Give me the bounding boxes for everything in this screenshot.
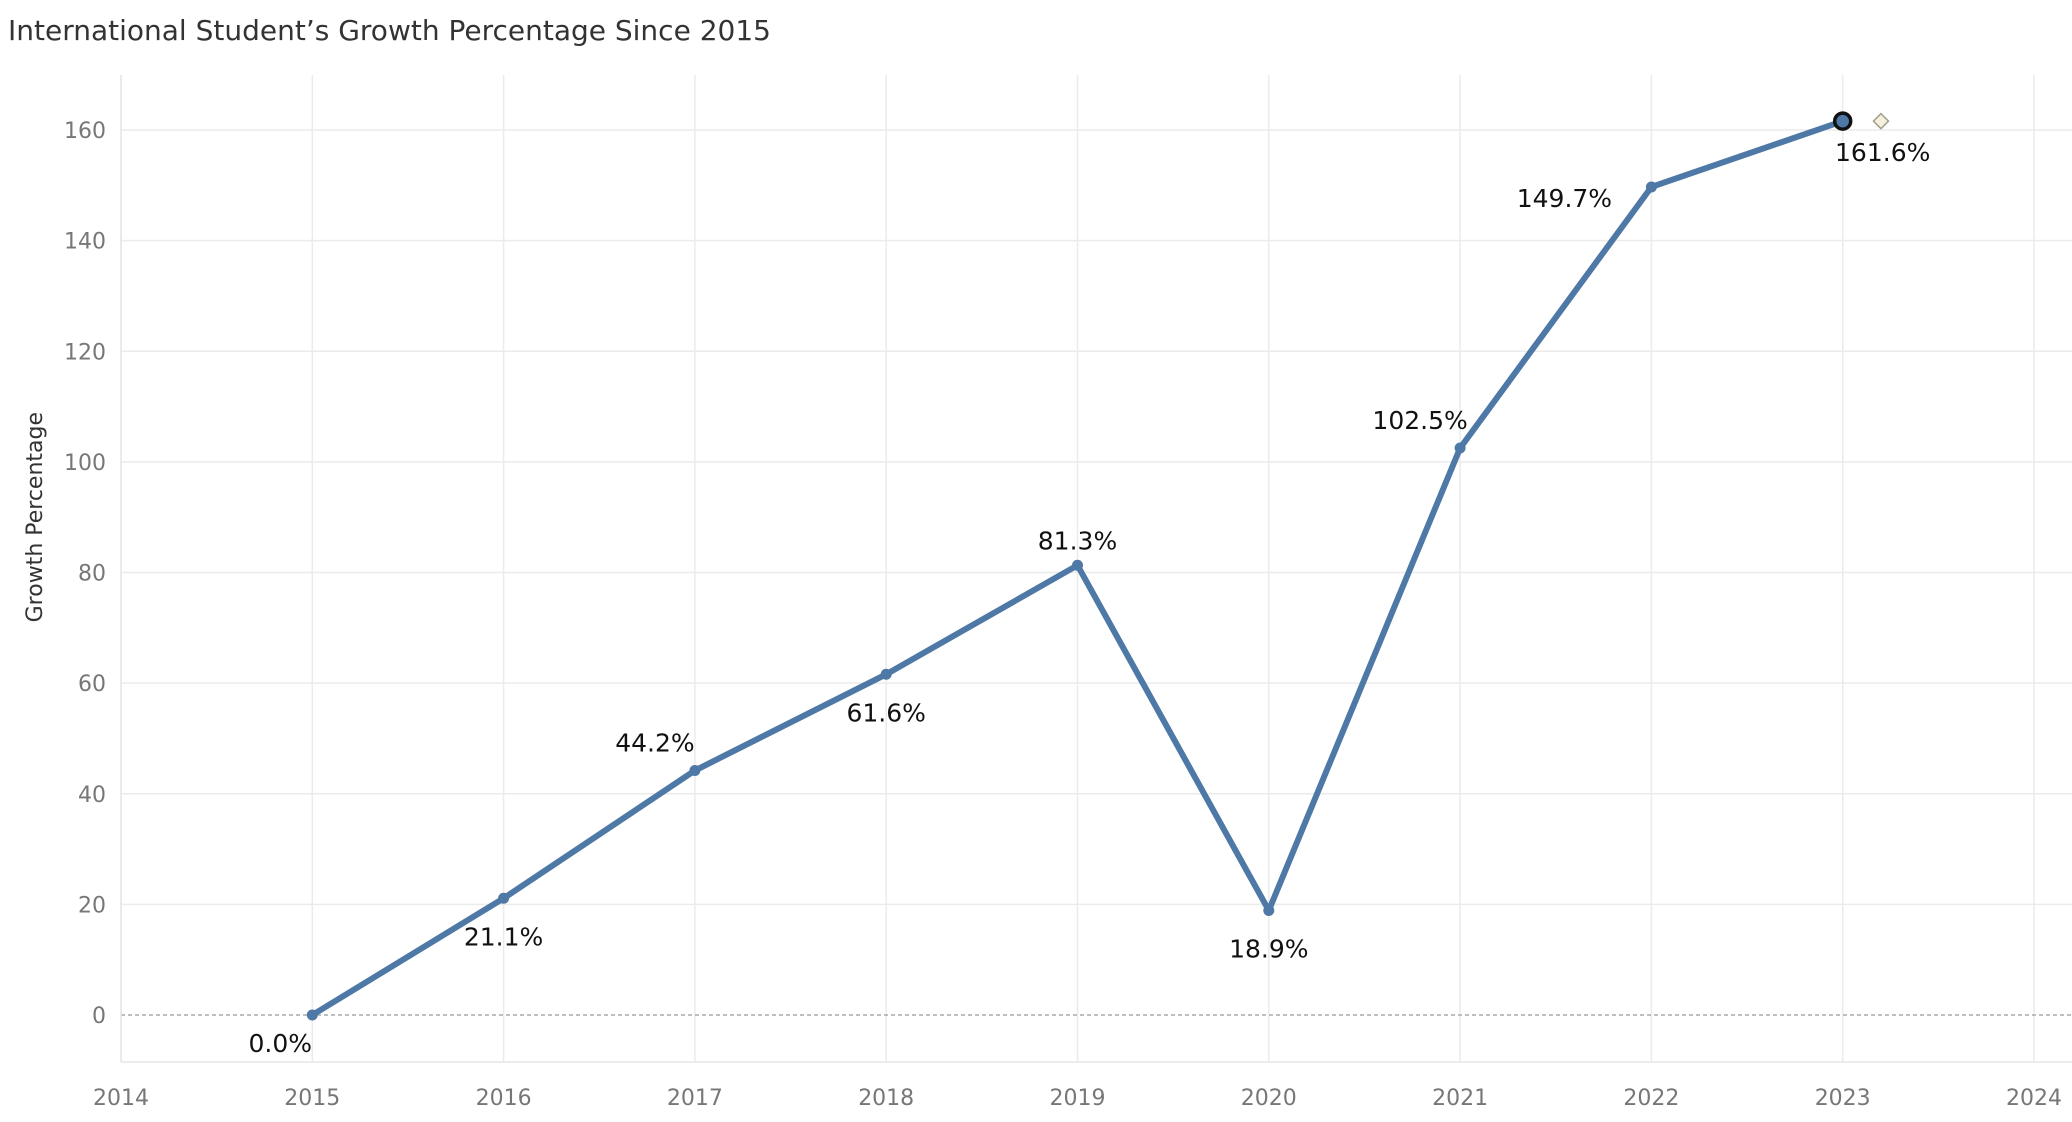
data-point xyxy=(1454,442,1466,454)
x-tick-label: 2018 xyxy=(858,1086,914,1111)
data-label: 149.7% xyxy=(1517,184,1612,213)
axes: 0 20 40 60 80 100 120 140 160 2014 2015 2016 2017 201… xyxy=(23,75,2072,1111)
x-tick-label: 2016 xyxy=(476,1086,532,1111)
series-line xyxy=(306,111,1890,1021)
data-point xyxy=(689,765,701,777)
data-label: 81.3% xyxy=(1038,526,1117,555)
x-tick-label: 2015 xyxy=(284,1086,340,1111)
grid xyxy=(120,75,2072,1062)
y-tick-label: 40 xyxy=(78,783,106,808)
data-label: 61.6% xyxy=(846,698,925,727)
x-tick-label: 2024 xyxy=(2006,1086,2062,1111)
y-tick-label: 20 xyxy=(78,893,106,918)
forecast-diamond-marker xyxy=(1872,112,1890,130)
y-tick-label: 60 xyxy=(78,672,106,697)
highlighted-point xyxy=(1832,111,1853,131)
x-tick-label: 2022 xyxy=(1623,1086,1679,1111)
data-point xyxy=(1263,904,1275,916)
y-tick-label: 0 xyxy=(92,1004,106,1029)
data-label: 161.6% xyxy=(1835,138,1930,167)
data-point xyxy=(1645,181,1657,193)
y-tick-label: 160 xyxy=(64,119,106,144)
y-tick-label: 140 xyxy=(64,230,106,255)
y-tick-label: 80 xyxy=(78,562,106,587)
chart-title: International Student’s Growth Percentag… xyxy=(8,14,771,47)
data-point xyxy=(306,1009,318,1021)
data-labels: 0.0% 21.1% 44.2% 61.6% 81.3% 18.9% 102.5% 149.7… xyxy=(249,138,1931,1058)
x-tick-label: 2014 xyxy=(93,1086,149,1111)
data-point xyxy=(1072,559,1083,571)
x-tick-label: 2020 xyxy=(1241,1086,1297,1111)
x-tick-label: 2017 xyxy=(667,1086,723,1111)
x-tick-label: 2019 xyxy=(1050,1086,1106,1111)
y-tick-label: 120 xyxy=(64,340,106,365)
data-point xyxy=(498,892,510,904)
y-axis-title: Growth Percentage xyxy=(23,412,48,622)
data-point xyxy=(880,668,892,680)
x-tick-label: 2023 xyxy=(1815,1086,1871,1111)
y-tick-label: 100 xyxy=(64,451,106,476)
data-label: 0.0% xyxy=(249,1029,313,1058)
x-tick-label: 2021 xyxy=(1432,1086,1488,1111)
data-label: 21.1% xyxy=(464,922,543,951)
data-label: 102.5% xyxy=(1372,406,1467,435)
data-label: 18.9% xyxy=(1229,934,1308,963)
data-label: 44.2% xyxy=(615,729,694,758)
